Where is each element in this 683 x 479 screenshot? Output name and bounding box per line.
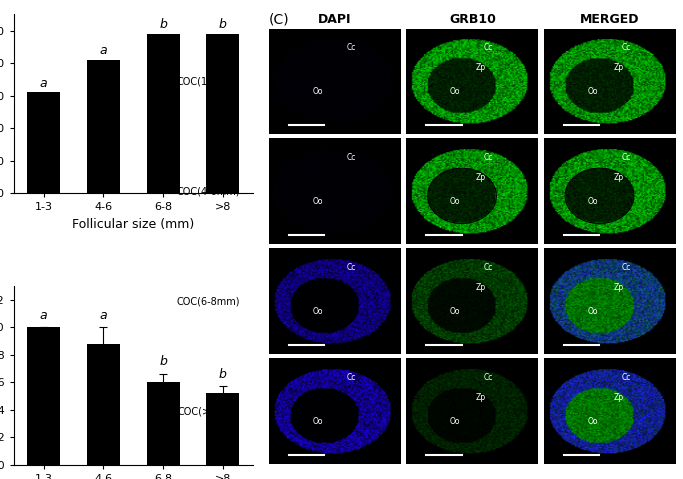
Text: a: a	[100, 44, 107, 57]
Text: COC(4-6mm): COC(4-6mm)	[176, 187, 240, 196]
Bar	[87, 60, 120, 355]
Text: Cc: Cc	[484, 43, 493, 52]
Text: Cc: Cc	[622, 153, 630, 162]
Text: COC(1-3mm): COC(1-3mm)	[176, 77, 240, 87]
Text: Zp: Zp	[476, 283, 486, 292]
Text: Zp: Zp	[613, 283, 624, 292]
Text: b: b	[159, 18, 167, 31]
Bar	[147, 34, 180, 355]
Text: Oo: Oo	[312, 87, 323, 96]
Text: b: b	[219, 368, 227, 381]
Text: Oo: Oo	[450, 417, 460, 426]
Text: a: a	[40, 77, 47, 90]
Text: Oo: Oo	[587, 417, 598, 426]
Bar	[27, 327, 60, 465]
Text: (C): (C)	[269, 12, 290, 27]
Text: GRB10: GRB10	[449, 13, 496, 26]
Text: b: b	[159, 355, 167, 368]
Bar	[206, 393, 239, 465]
Text: b: b	[219, 18, 227, 31]
Text: a: a	[100, 308, 107, 322]
Text: Zp: Zp	[476, 64, 486, 72]
Bar	[206, 34, 239, 355]
Text: Oo: Oo	[450, 307, 460, 316]
Text: Oo: Oo	[587, 197, 598, 206]
Text: COC(6-8mm): COC(6-8mm)	[176, 297, 240, 307]
Text: Cc: Cc	[346, 263, 356, 272]
Text: Cc: Cc	[346, 43, 356, 52]
Text: Cc: Cc	[484, 263, 493, 272]
Text: Cc: Cc	[622, 263, 630, 272]
Text: Oo: Oo	[587, 307, 598, 316]
Bar	[27, 92, 60, 355]
Text: Oo: Oo	[312, 307, 323, 316]
Text: a: a	[40, 308, 47, 322]
Text: DAPI: DAPI	[318, 13, 352, 26]
Text: Zp: Zp	[476, 393, 486, 402]
Text: Cc: Cc	[484, 373, 493, 382]
Text: Zp: Zp	[613, 173, 624, 182]
Text: Oo: Oo	[312, 197, 323, 206]
Text: Cc: Cc	[622, 43, 630, 52]
Text: Oo: Oo	[312, 417, 323, 426]
Text: Zp: Zp	[613, 393, 624, 402]
Bar	[87, 343, 120, 465]
Text: COC(>8mm): COC(>8mm)	[178, 406, 240, 416]
Text: MERGED: MERGED	[581, 13, 640, 26]
Text: Zp: Zp	[476, 173, 486, 182]
Text: Zp: Zp	[613, 64, 624, 72]
Text: Oo: Oo	[450, 197, 460, 206]
Text: Cc: Cc	[622, 373, 630, 382]
Text: Cc: Cc	[346, 373, 356, 382]
X-axis label: Follicular size (mm): Follicular size (mm)	[72, 217, 195, 230]
Text: Oo: Oo	[587, 87, 598, 96]
Text: Oo: Oo	[450, 87, 460, 96]
Text: Cc: Cc	[484, 153, 493, 162]
Text: Cc: Cc	[346, 153, 356, 162]
Bar	[147, 382, 180, 465]
